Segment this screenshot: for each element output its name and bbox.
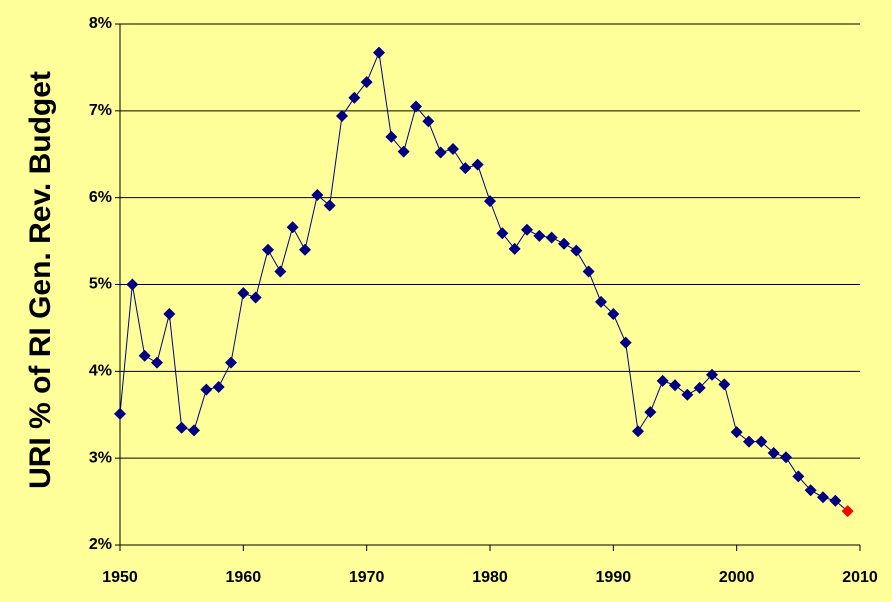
data-point	[656, 374, 669, 387]
data-point	[595, 295, 607, 308]
x-tick-label: 1950	[102, 569, 138, 586]
data-point	[706, 368, 718, 381]
y-tick-label: 7%	[89, 102, 112, 119]
y-tick-label: 4%	[89, 363, 112, 380]
data-point	[496, 227, 509, 240]
data-point	[397, 145, 410, 158]
data-point	[212, 380, 225, 393]
y-tick-label: 2%	[89, 536, 112, 553]
data-point	[163, 308, 176, 321]
data-point	[434, 146, 447, 159]
x-tick-label: 2010	[842, 569, 878, 586]
data-point	[743, 435, 755, 448]
data-point	[225, 356, 237, 369]
y-tick-label: 8%	[89, 15, 112, 32]
data-point	[151, 356, 163, 369]
data-point	[681, 388, 694, 401]
data-point	[767, 446, 780, 459]
data-point	[348, 91, 361, 104]
data-point	[175, 421, 188, 434]
data-point	[311, 189, 324, 202]
data-point	[570, 244, 583, 257]
data-point	[545, 231, 558, 244]
data-point	[200, 383, 213, 396]
data-line	[119, 50, 848, 512]
data-point	[730, 426, 743, 439]
y-tick-label: 3%	[89, 449, 112, 466]
data-point	[422, 115, 435, 128]
data-point	[336, 110, 348, 123]
data-point	[780, 451, 792, 464]
data-point	[385, 130, 398, 143]
data-point	[841, 505, 854, 518]
data-point	[447, 143, 459, 156]
x-tick-label: 1980	[472, 569, 508, 586]
data-point	[471, 158, 484, 171]
data-point	[323, 199, 336, 212]
data-point	[114, 407, 126, 420]
data-point	[508, 242, 521, 255]
data-point	[373, 46, 385, 59]
data-point	[459, 162, 472, 175]
data-point	[533, 229, 546, 242]
data-point	[817, 491, 829, 504]
data-point	[755, 435, 768, 448]
data-point	[274, 265, 287, 278]
x-tick-label: 2000	[719, 569, 755, 586]
data-point	[792, 470, 805, 483]
data-point	[693, 381, 706, 394]
data-point	[299, 243, 311, 256]
y-axis-label: URI % of RI Gen. Rev. Budget	[24, 71, 57, 489]
data-point	[410, 100, 422, 113]
data-point	[484, 195, 496, 208]
x-tick-label: 1960	[226, 569, 262, 586]
data-point	[829, 494, 842, 507]
data-point	[619, 336, 632, 349]
data-point	[669, 379, 681, 392]
data-point	[286, 221, 299, 234]
y-tick-label: 6%	[89, 189, 112, 206]
data-point	[126, 278, 139, 291]
data-point	[521, 223, 533, 236]
x-tick-label: 1990	[596, 569, 632, 586]
data-point	[138, 349, 151, 362]
data-point	[237, 287, 250, 300]
data-point	[360, 76, 373, 89]
data-point	[644, 406, 657, 419]
data-point	[607, 308, 620, 321]
data-point	[804, 484, 817, 497]
data-point	[632, 425, 644, 438]
y-tick-label: 5%	[89, 276, 112, 293]
data-point	[188, 424, 200, 437]
data-point	[718, 378, 731, 391]
data-point	[582, 265, 595, 278]
data-point	[249, 291, 262, 304]
data-point	[262, 243, 274, 256]
x-tick-label: 1970	[349, 569, 385, 586]
data-point	[558, 237, 570, 250]
